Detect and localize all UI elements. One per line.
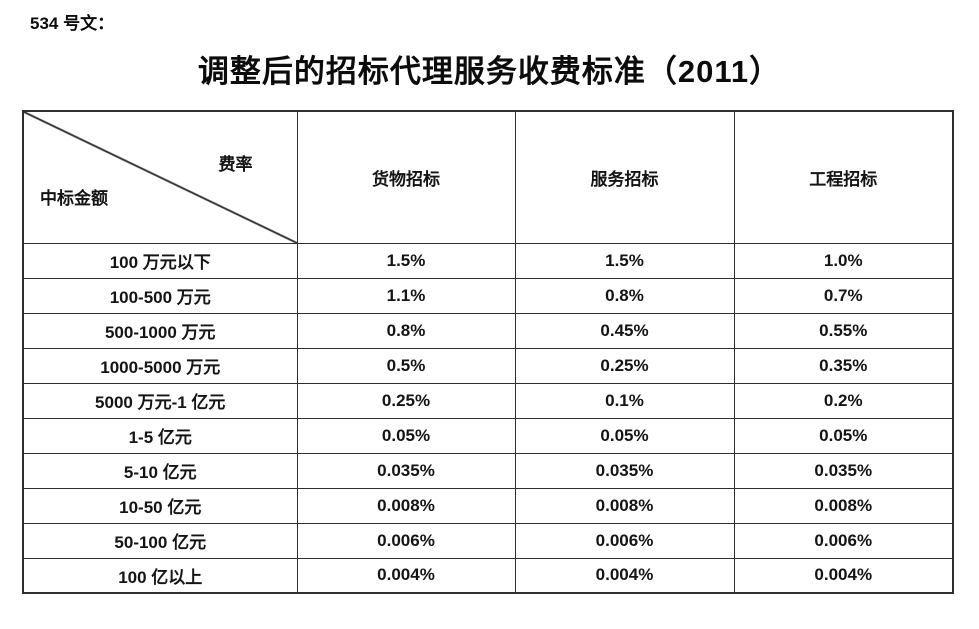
row-label: 100 万元以下 <box>22 242 298 279</box>
table-row: 50-100 亿元 0.006% 0.006% 0.006% <box>22 522 954 559</box>
row-label: 50-100 亿元 <box>22 522 298 559</box>
fee-value: 0.45% <box>514 312 735 349</box>
table-row: 1-5 亿元 0.05% 0.05% 0.05% <box>22 417 954 454</box>
fee-value: 0.8% <box>514 277 735 314</box>
row-label: 5000 万元-1 亿元 <box>22 382 298 419</box>
column-header-engineering-tender: 工程招标 <box>733 110 954 244</box>
fee-value: 0.035% <box>514 452 735 489</box>
fee-value: 0.004% <box>514 557 735 594</box>
fee-value: 0.55% <box>733 312 954 349</box>
corner-bid-amount-label: 中标金额 <box>40 189 108 208</box>
row-label: 100 亿以上 <box>22 557 298 594</box>
page-title: 调整后的招标代理服务收费标准（2011） <box>197 54 782 89</box>
table-row: 5-10 亿元 0.035% 0.035% 0.035% <box>22 452 954 489</box>
fee-value: 0.05% <box>296 417 516 454</box>
doc-number-label: 534 号文： <box>30 14 115 33</box>
table-row: 100 亿以上 0.004% 0.004% 0.004% <box>22 557 954 594</box>
row-label: 500-1000 万元 <box>22 312 298 349</box>
fee-value: 0.5% <box>296 347 516 384</box>
table-row: 100 万元以下 1.5% 1.5% 1.0% <box>22 242 954 279</box>
fee-value: 0.25% <box>296 382 516 419</box>
fee-value: 1.1% <box>296 277 516 314</box>
fee-value: 0.25% <box>514 347 735 384</box>
diagonal-corner-cell: 费率 中标金额 <box>22 110 298 244</box>
column-header-goods-tender: 货物招标 <box>296 110 516 244</box>
column-header-service-tender: 服务招标 <box>514 110 735 244</box>
row-label: 1000-5000 万元 <box>22 347 298 384</box>
fee-value: 1.5% <box>514 242 735 279</box>
row-label: 5-10 亿元 <box>22 452 298 489</box>
table-row: 500-1000 万元 0.8% 0.45% 0.55% <box>22 312 954 349</box>
fee-value: 0.035% <box>733 452 954 489</box>
fee-value: 0.7% <box>733 277 954 314</box>
table-row: 5000 万元-1 亿元 0.25% 0.1% 0.2% <box>22 382 954 419</box>
fee-value: 0.008% <box>733 487 954 524</box>
fee-value: 0.1% <box>514 382 735 419</box>
fee-rate-table: 费率 中标金额 货物招标 服务招标 工程招标 100 万元以下 1.5% 1.5… <box>22 110 954 594</box>
corner-fee-rate-label: 费率 <box>218 155 253 174</box>
header-row: 费率 中标金额 货物招标 服务招标 工程招标 <box>22 110 954 244</box>
fee-value: 1.0% <box>733 242 954 279</box>
row-label: 100-500 万元 <box>22 277 298 314</box>
row-label: 10-50 亿元 <box>22 487 298 524</box>
table-row: 10-50 亿元 0.008% 0.008% 0.008% <box>22 487 954 524</box>
fee-value: 0.05% <box>514 417 735 454</box>
fee-value: 0.004% <box>733 557 954 594</box>
fee-value: 0.006% <box>514 522 735 559</box>
fee-value: 0.2% <box>733 382 954 419</box>
fee-value: 0.035% <box>296 452 516 489</box>
fee-value: 0.05% <box>733 417 954 454</box>
fee-value: 0.004% <box>296 557 516 594</box>
fee-value: 0.006% <box>296 522 516 559</box>
table-row: 100-500 万元 1.1% 0.8% 0.7% <box>22 277 954 314</box>
row-label: 1-5 亿元 <box>22 417 298 454</box>
fee-value: 1.5% <box>296 242 516 279</box>
fee-value: 0.008% <box>296 487 516 524</box>
table-row: 1000-5000 万元 0.5% 0.25% 0.35% <box>22 347 954 384</box>
fee-value: 0.8% <box>296 312 516 349</box>
fee-value: 0.008% <box>514 487 735 524</box>
fee-value: 0.006% <box>733 522 954 559</box>
fee-value: 0.35% <box>733 347 954 384</box>
